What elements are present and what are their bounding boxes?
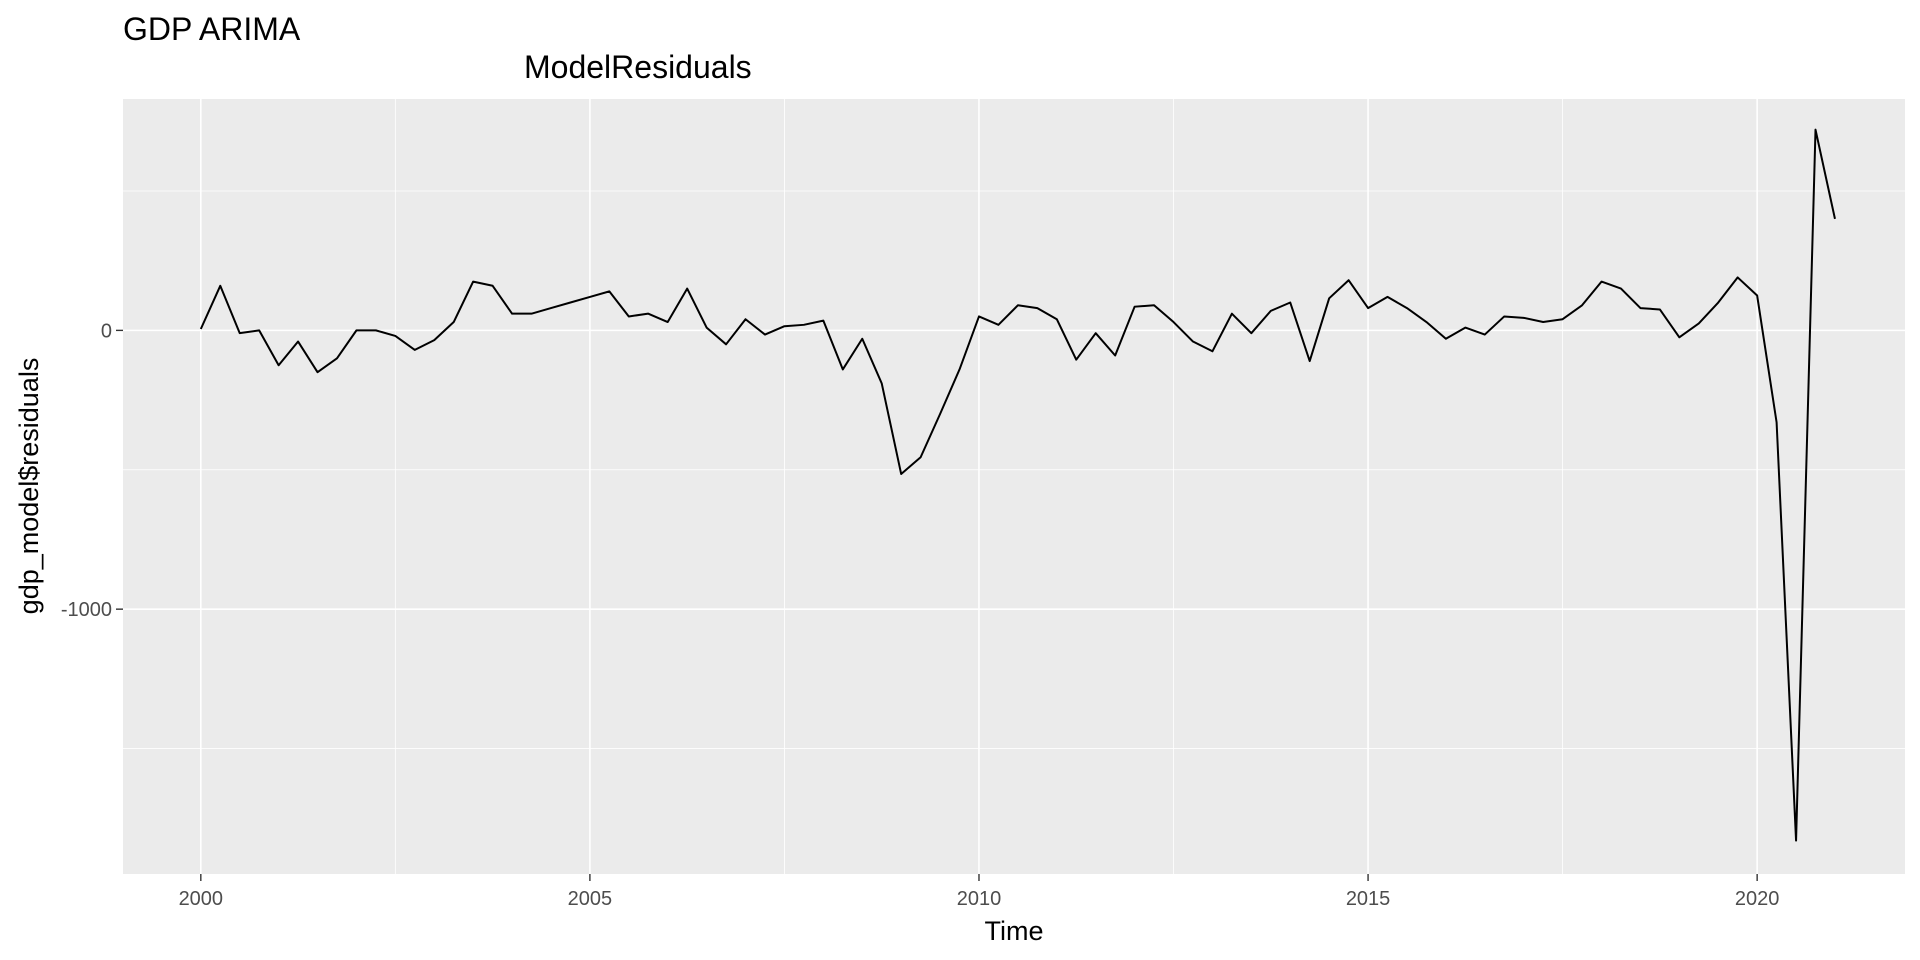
- y-axis-title: gdp_model$residuals: [14, 358, 44, 615]
- major-gridlines: [123, 99, 1905, 874]
- x-tick-label: 2000: [179, 888, 224, 910]
- x-axis-title: Time: [985, 916, 1044, 946]
- series-layer: [199, 128, 1836, 842]
- x-tick-label: 2015: [1346, 888, 1391, 910]
- y-axis: 0 -1000: [61, 320, 123, 621]
- residuals-series-line: [199, 128, 1836, 842]
- x-tick-label: 2020: [1735, 888, 1780, 910]
- minor-gridlines: [123, 99, 1905, 874]
- plot-panel: [123, 99, 1905, 874]
- x-axis: 2000 2005 2010 2015 2020: [179, 874, 1780, 910]
- chart-subtitle: ModelResiduals: [524, 49, 752, 85]
- x-tick-label: 2010: [957, 888, 1002, 910]
- chart-title: GDP ARIMA: [123, 11, 301, 47]
- y-tick-label: -1000: [61, 599, 112, 621]
- y-tick-label: 0: [101, 320, 112, 342]
- x-tick-label: 2005: [568, 888, 613, 910]
